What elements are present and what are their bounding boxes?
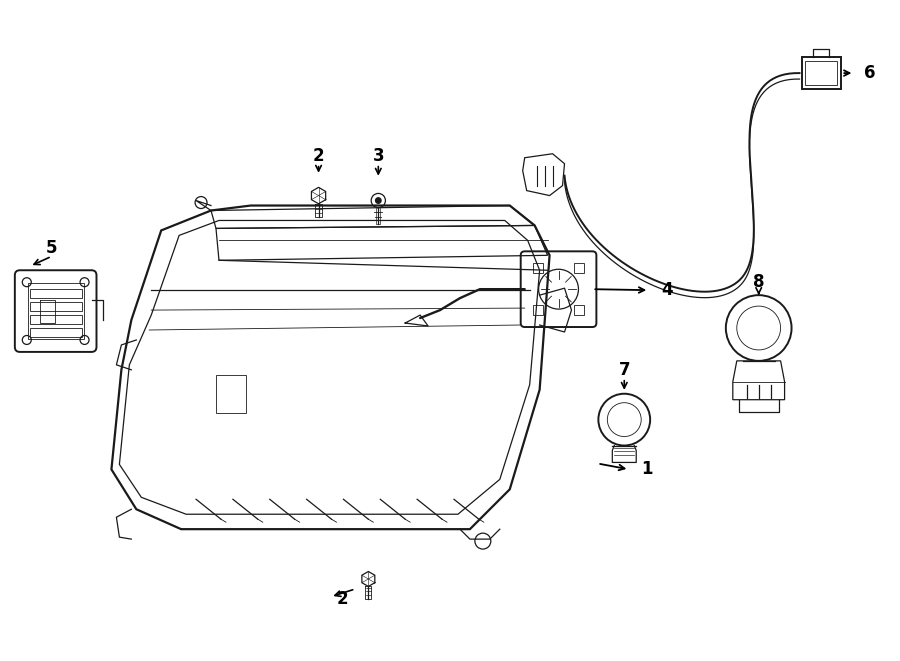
Text: 7: 7 [618, 361, 630, 379]
Bar [574, 305, 584, 315]
Text: 3: 3 [373, 147, 384, 165]
Text: 6: 6 [865, 64, 876, 82]
Bar [30, 302, 82, 311]
Circle shape [375, 198, 381, 204]
Bar [216, 375, 246, 412]
Text: 4: 4 [662, 281, 673, 299]
Bar [28, 283, 84, 339]
Bar [802, 57, 842, 89]
Bar [30, 328, 82, 337]
Bar [533, 305, 543, 315]
Text: 2: 2 [312, 147, 324, 165]
Text: 5: 5 [46, 239, 58, 257]
Bar [533, 263, 543, 273]
Bar [574, 263, 584, 273]
Text: 8: 8 [753, 273, 764, 292]
Bar [30, 315, 82, 324]
Bar [806, 61, 837, 85]
Text: 2: 2 [337, 590, 348, 608]
Bar [30, 289, 82, 298]
Text: 1: 1 [642, 461, 652, 479]
